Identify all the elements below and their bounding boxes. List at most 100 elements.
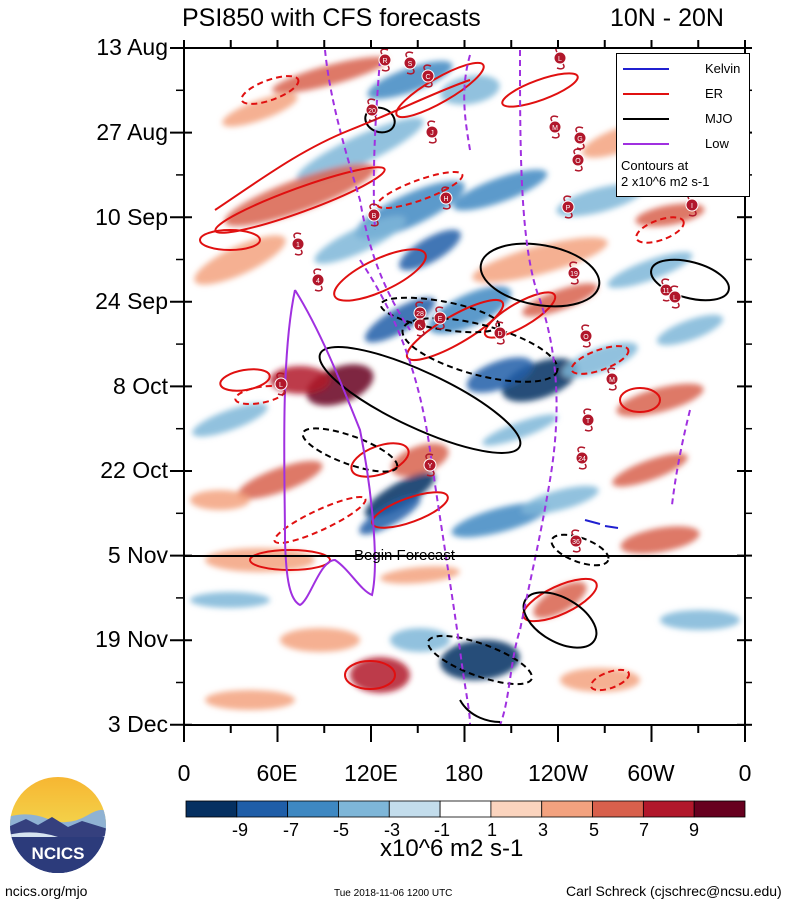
- storm-label: 24: [578, 456, 586, 463]
- storm-symbol: G: [573, 126, 587, 150]
- storm-circle: [579, 329, 593, 343]
- storm-circle: [365, 103, 379, 117]
- storm-label: M: [609, 377, 615, 384]
- anomaly-blob: [190, 592, 270, 608]
- legend-item-er: ER: [623, 86, 743, 102]
- x-tick-label: 60W: [627, 760, 675, 786]
- storm-label: C: [425, 74, 430, 81]
- storm-circle: [311, 273, 325, 287]
- contour-ring: [427, 634, 533, 686]
- wave-contours: [199, 49, 730, 725]
- y-tick-label: 5 Nov: [107, 542, 168, 568]
- storm-tail: [425, 453, 435, 477]
- contour-ring: [522, 591, 598, 649]
- storm-circle: [548, 120, 562, 134]
- contour-ring: [635, 216, 685, 244]
- storm-tail: [583, 408, 593, 432]
- storm-circle: [403, 56, 417, 70]
- storm-symbol: P: [561, 195, 575, 219]
- storm-label: S: [408, 61, 413, 68]
- contour-ring: [249, 549, 331, 571]
- legend-item-low: Low: [623, 136, 743, 152]
- anomaly-blob: [271, 56, 389, 94]
- colorbar: [185, 800, 746, 818]
- storm-symbol: L: [668, 285, 682, 309]
- storm-symbol: 28: [413, 301, 427, 325]
- chart-title: PSI850 with CFS forecasts: [182, 4, 481, 32]
- storm-tail: [293, 232, 303, 256]
- contour-ring: [522, 577, 598, 623]
- contour-line: [283, 289, 376, 607]
- anomaly-blob: [656, 314, 724, 346]
- anomaly-blob: [222, 93, 298, 127]
- storm-symbol: J: [425, 120, 439, 144]
- anomaly-blob: [620, 526, 700, 554]
- contour-line: [214, 79, 471, 211]
- anomaly-blob: [521, 485, 599, 515]
- anomaly-blob: [224, 163, 376, 227]
- storm-symbol: R: [378, 48, 392, 72]
- legend-label: Low: [705, 136, 729, 151]
- anomaly-blob: [380, 566, 460, 584]
- anomaly-blob: [440, 75, 500, 105]
- storm-circle: [668, 290, 682, 304]
- contour-ring: [401, 317, 559, 383]
- colorbar-label: 1: [486, 820, 498, 840]
- legend-swatch: [623, 68, 669, 70]
- storm-symbol: O: [579, 324, 593, 348]
- storm-tail: [380, 48, 390, 72]
- storm-label: E: [438, 316, 443, 323]
- anomaly-blob: [350, 657, 410, 693]
- storm-tail: [575, 126, 585, 150]
- y-tick-label: 27 Aug: [96, 119, 168, 145]
- storm-symbol: 19: [567, 261, 581, 285]
- storm-symbol: 11: [659, 278, 673, 302]
- anomaly-blob: [452, 169, 548, 211]
- storm-circle: [421, 69, 435, 83]
- footer-url: ncics.org/mjo: [5, 883, 88, 899]
- anomaly-blob: [562, 342, 638, 378]
- legend-note-line: 2 x10^6 m2 s-1: [621, 174, 710, 189]
- storm-symbol: 4: [311, 268, 325, 292]
- y-tick-label: 24 Sep: [95, 288, 168, 314]
- footer-author: Carl Schreck (cjschrec@ncsu.edu): [566, 883, 782, 899]
- anomaly-blob: [280, 628, 360, 652]
- anomaly-blob: [314, 216, 406, 264]
- storm-label: M: [552, 125, 558, 132]
- storm-symbols: R S C L M G O J B H P I 19 11 L K 28 E D M O 24 Y 36 T 20 1 4 L: [274, 48, 699, 553]
- storm-label: L: [279, 382, 283, 389]
- storm-label: G: [577, 136, 582, 143]
- colorbar-label: 9: [688, 820, 700, 840]
- storm-tail: [670, 285, 680, 309]
- x-tick-label: 0: [177, 760, 191, 786]
- contour-line: [584, 519, 601, 525]
- contour-line: [324, 49, 411, 331]
- anomaly-blob: [237, 460, 323, 500]
- colorbar-swatch: [388, 800, 441, 818]
- anomaly-blob: [660, 610, 740, 630]
- storm-circle: [367, 208, 381, 222]
- legend-swatch: [623, 93, 669, 95]
- storm-circle: [274, 377, 288, 391]
- storm-label: 4: [316, 278, 320, 285]
- contour-ring: [395, 61, 485, 119]
- legend-note-line: Contours at: [621, 158, 689, 173]
- storm-tail: [495, 321, 505, 345]
- contour-ring: [240, 75, 300, 105]
- storm-label: O: [575, 158, 581, 165]
- anomaly-blob: [190, 490, 250, 510]
- contour-ring: [318, 346, 522, 454]
- storm-symbol: H: [439, 186, 453, 210]
- storm-label: 28: [416, 311, 424, 318]
- storm-tail: [441, 186, 451, 210]
- colorbar-swatch: [541, 800, 593, 818]
- anomaly-blob: [194, 235, 286, 285]
- storm-tail: [581, 324, 591, 348]
- storm-symbol: 1: [291, 232, 305, 256]
- storm-circle: [581, 413, 595, 427]
- y-tick-label: 22 Oct: [100, 457, 168, 483]
- colorbar-label: -9: [231, 820, 249, 840]
- storm-label: 1: [296, 242, 300, 249]
- storm-circle: [378, 53, 392, 67]
- contour-line: [604, 525, 619, 529]
